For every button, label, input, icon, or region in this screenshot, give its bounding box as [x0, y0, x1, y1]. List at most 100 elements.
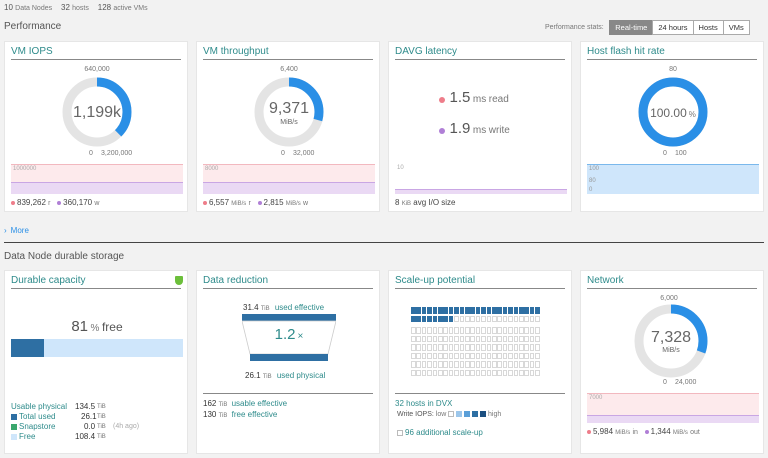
durable-capacity-title[interactable]: Durable capacity: [11, 275, 86, 286]
host-cell: [529, 315, 535, 323]
host-grid: [411, 307, 551, 387]
host-cell: [475, 307, 481, 314]
snapstore-value: 0.0: [84, 422, 96, 431]
free-row-label: Free: [19, 432, 36, 441]
used-effective-text: used effective: [274, 303, 325, 312]
host-cell: [411, 369, 416, 377]
free-row-unit: TiB: [97, 434, 106, 440]
flash-hit-rate-card: Host flash hit rate 80 100.00% 0 100 100…: [580, 41, 764, 212]
host-cell: [502, 344, 508, 351]
host-cell: [421, 352, 427, 360]
write-dot: [257, 200, 262, 205]
chevron-right-icon: ›: [4, 226, 7, 235]
write-dot: [57, 200, 62, 205]
realtime-button[interactable]: Real-time: [609, 20, 654, 35]
host-cell: [416, 307, 421, 314]
additional-label: 96 additional scale-up: [405, 428, 483, 437]
scale-up-title[interactable]: Scale-up potential: [395, 275, 476, 286]
host-cell: [411, 307, 416, 314]
host-cell: [438, 352, 443, 360]
gauge-max-label: 3,200,000: [101, 150, 133, 157]
usable-effective-unit: TiB: [218, 402, 228, 408]
used-physical-unit: TiB: [262, 374, 272, 380]
host-cell: [432, 307, 438, 314]
latency-read-row: 1.5 ms read: [439, 89, 509, 106]
host-cell: [416, 361, 421, 368]
write-suffix: w: [94, 200, 100, 207]
host-cell: [524, 315, 529, 323]
host-cell: [475, 315, 481, 323]
host-cell: [524, 327, 529, 334]
host-cell: [438, 361, 443, 368]
write-value: 2,815: [263, 198, 284, 207]
divider: [11, 288, 181, 289]
host-cell: [459, 307, 465, 314]
host-cell: [459, 335, 465, 343]
hosts-button[interactable]: Hosts: [692, 20, 724, 35]
host-cell: [497, 315, 502, 323]
sparkline-max-label: 8000: [205, 166, 219, 172]
latency-write-label: write: [488, 125, 510, 136]
more-link[interactable]: › More: [4, 226, 29, 235]
host-cell: [465, 344, 470, 351]
network-title[interactable]: Network: [587, 275, 624, 286]
read-dot: [11, 200, 15, 205]
sparkline-write-band: [395, 189, 567, 194]
vm-throughput-value: 9,371: [268, 100, 310, 117]
host-cell: [519, 344, 524, 351]
host-cell: [486, 315, 492, 323]
host-cell: [465, 335, 470, 343]
host-cell: [421, 369, 427, 377]
flash-hit-rate-title[interactable]: Host flash hit rate: [587, 46, 665, 57]
additional-scale-up: 96 additional scale-up: [397, 428, 483, 437]
davg-latency-title[interactable]: DAVG latency: [395, 46, 458, 57]
host-cell: [524, 335, 529, 343]
host-cell: [470, 361, 475, 368]
host-cell: [411, 344, 416, 351]
usable-row: Usable physical 134.5 TiB: [11, 402, 187, 412]
host-cell: [454, 369, 459, 377]
host-cell: [529, 327, 535, 334]
out-dot: [644, 429, 649, 434]
host-cell: [443, 344, 448, 351]
usable-effective-text: usable effective: [231, 399, 288, 408]
host-cell: [427, 335, 432, 343]
flash-value: 100.00: [650, 106, 687, 120]
in-dot: [587, 429, 591, 434]
latency-read-label: read: [488, 94, 509, 105]
vms-button[interactable]: VMs: [722, 20, 750, 35]
read-dot: [439, 96, 445, 103]
sparkline-label-100: 100: [589, 166, 600, 172]
host-cell: [454, 352, 459, 360]
vm-iops-readout: 839,262 r 360,170 w: [11, 198, 99, 207]
perf-stats-label: Performance stats:: [545, 24, 604, 32]
host-cell: [519, 327, 524, 334]
divider: [395, 288, 565, 289]
snapstore-unit: TiB: [97, 424, 106, 430]
24-hours-button[interactable]: 24 hours: [652, 20, 694, 35]
sparkline-max-label: 7000: [589, 395, 603, 401]
host-cell: [454, 315, 459, 323]
host-cell: [535, 369, 540, 377]
vm-throughput-title[interactable]: VM throughput: [203, 46, 269, 57]
host-cell: [529, 369, 535, 377]
host-cell: [535, 327, 540, 334]
host-cell: [486, 344, 492, 351]
free-row-value: 108.4: [75, 432, 96, 441]
data-reduction-title[interactable]: Data reduction: [203, 275, 269, 286]
host-cell: [443, 327, 448, 334]
host-cell: [438, 335, 443, 343]
free-effective-row: 130 TiB free effective: [203, 410, 277, 419]
vm-iops-title[interactable]: VM IOPS: [11, 46, 53, 57]
gauge-top-label: 640,000: [84, 66, 110, 73]
host-cell: [508, 344, 513, 351]
host-cell: [502, 335, 508, 343]
storage-heading: Data Node durable storage: [4, 251, 125, 262]
host-cell: [529, 307, 535, 314]
gauge-min-label: 0: [663, 150, 667, 157]
free-row: Free 108.4 TiB: [11, 432, 187, 442]
host-cell: [535, 361, 540, 368]
flash-hit-rate-gauge: [638, 77, 708, 147]
host-cell: [438, 315, 443, 323]
host-cell: [519, 352, 524, 360]
